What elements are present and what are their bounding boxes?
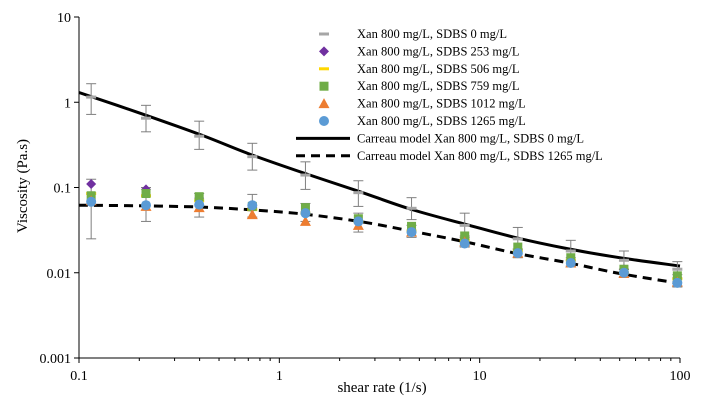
data-point-series-1 <box>459 223 470 227</box>
data-point-series-4 <box>460 231 470 241</box>
x-tick-label: 100 <box>670 369 691 384</box>
data-point-series-2 <box>86 178 97 189</box>
data-point-series-5 <box>246 209 258 220</box>
legend: Xan 800 mg/L, SDBS 0 mg/L Xan 800 mg/L, S… <box>296 27 603 163</box>
legend-marker <box>319 67 329 71</box>
data-point-series-6 <box>618 267 629 278</box>
legend-label: Carreau model Xan 800 mg/L, SDBS 0 mg/L <box>357 131 584 145</box>
data-points <box>85 95 683 288</box>
data-point-series-4 <box>672 271 682 281</box>
data-point-series-5 <box>299 215 311 226</box>
x-tick-label: 0.1 <box>70 369 88 384</box>
y-tick-label: 1 <box>64 96 71 111</box>
data-point-series-1 <box>300 173 311 177</box>
error-bar <box>86 83 97 115</box>
legend-label: Xan 800 mg/L, SDBS 1012 mg/L <box>357 97 526 111</box>
legend-label: Xan 800 mg/L, SDBS 253 mg/L <box>357 44 520 58</box>
data-point-series-1 <box>618 258 629 262</box>
y-axis-title: Viscosity (Pa.s) <box>15 139 31 233</box>
legend-marker <box>318 98 330 109</box>
legend-label: Xan 800 mg/L, SDBS 759 mg/L <box>357 79 520 93</box>
data-point-series-1 <box>672 267 683 271</box>
data-point-series-1 <box>512 237 523 241</box>
legend-label: Xan 800 mg/L, SDBS 506 mg/L <box>357 62 520 76</box>
data-point-series-4 <box>194 192 204 202</box>
legend-marker <box>319 32 329 36</box>
data-point-series-1 <box>353 191 364 195</box>
data-point-series-6 <box>353 216 364 227</box>
data-point-series-6 <box>194 199 205 210</box>
data-point-series-4 <box>407 221 417 231</box>
x-tick-label: 1 <box>276 369 283 384</box>
data-point-series-1 <box>194 134 205 138</box>
data-point-series-1 <box>86 95 97 99</box>
data-point-series-4 <box>141 189 151 199</box>
data-point-series-6 <box>672 277 683 288</box>
data-point-series-6 <box>459 238 470 249</box>
data-point-series-4 <box>300 203 310 213</box>
legend-marker <box>319 116 329 126</box>
y-tick-label: 10 <box>57 11 71 26</box>
data-point-series-6 <box>141 200 152 211</box>
data-point-series-1 <box>565 249 576 253</box>
y-tick-label: 0.1 <box>54 182 72 197</box>
data-point-series-6 <box>86 196 97 207</box>
carreau-model-dashed-curve <box>78 203 681 285</box>
data-point-series-1 <box>141 116 152 120</box>
legend-label: Carreau model Xan 800 mg/L, SDBS 1265 mg… <box>357 149 603 163</box>
data-point-series-6 <box>565 258 576 269</box>
legend-label: Xan 800 mg/L, SDBS 0 mg/L <box>357 27 507 41</box>
data-point-series-6 <box>300 208 311 219</box>
data-point-series-4 <box>513 242 523 252</box>
y-tick-label: 0.001 <box>40 352 72 367</box>
data-point-series-6 <box>406 227 417 238</box>
legend-label: Xan 800 mg/L, SDBS 1265 mg/L <box>357 114 526 128</box>
legend-marker <box>319 81 329 91</box>
x-axis-title: shear rate (1/s) <box>337 380 426 396</box>
x-tick-label: 10 <box>473 369 487 384</box>
data-point-series-1 <box>406 206 417 210</box>
data-point-series-6 <box>512 248 523 259</box>
axes: 0.1 1 10 100 0.001 0.01 0.1 1 10 <box>40 11 691 384</box>
data-point-series-6 <box>247 200 258 211</box>
y-tick-label: 0.01 <box>47 267 72 282</box>
legend-marker <box>319 46 329 57</box>
data-point-series-1 <box>247 155 258 159</box>
